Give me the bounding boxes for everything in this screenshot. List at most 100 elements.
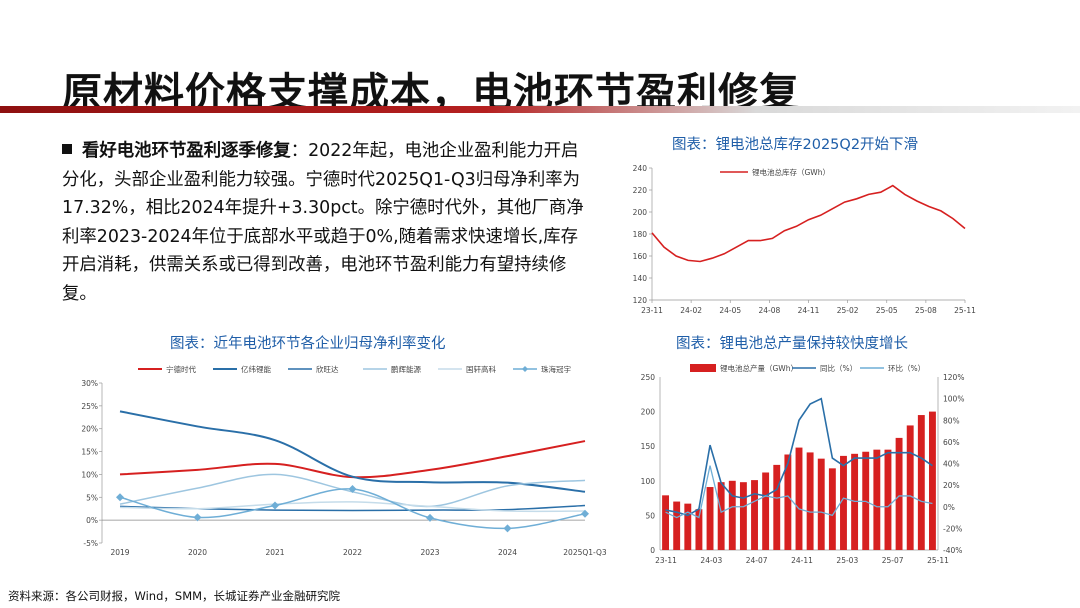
y-tick-label: 5%: [86, 493, 98, 502]
output-bar: [717, 482, 725, 550]
x-tick-label: 2020: [188, 548, 207, 557]
y-tick-label: -5%: [83, 539, 98, 548]
y-tick-label: 140: [633, 274, 648, 283]
series-marker: [348, 485, 357, 494]
legend-label: 锂电池总产量（GWh）: [720, 363, 798, 373]
inventory-line: [651, 184, 966, 263]
legend-bar-swatch: [690, 364, 716, 372]
y-tick-label-left: 250: [641, 373, 656, 382]
output-bar: [928, 411, 936, 550]
legend-label: 宁德时代: [166, 364, 196, 374]
series-line-宁德时代: [119, 440, 586, 479]
y-tick-label-right: -20%: [943, 524, 962, 533]
output-bar: [884, 449, 892, 550]
series-line-欣旺达: [119, 504, 586, 512]
y-tick-label-right: 120%: [943, 373, 964, 382]
y-tick-label: 180: [633, 230, 648, 239]
y-tick-label: 15%: [81, 448, 98, 457]
x-tick-label: 2022: [343, 548, 362, 557]
y-tick-label-left: 150: [641, 442, 656, 451]
bullet-paragraph: 看好电池环节盈利逐季修复：2022年起，电池企业盈利能力开启分化，头部企业盈利能…: [62, 137, 594, 308]
legend-label: 国轩高科: [466, 364, 496, 374]
yoy-line: [665, 397, 933, 517]
legend-label: 同比（%）: [820, 363, 857, 373]
y-tick-label: 10%: [81, 470, 98, 479]
series-marker: [116, 493, 124, 502]
x-tick-label: 2019: [110, 548, 129, 557]
output-bar: [784, 454, 792, 550]
series-marker: [271, 501, 279, 510]
series-marker: [581, 509, 589, 518]
inventory-chart: 120 140 160 180 200 220 240 23-11 24-02 24-05 24-0…: [633, 164, 976, 315]
legend-label: 珠海冠宇: [541, 364, 571, 374]
x-tick-label: 2025Q1-Q3: [563, 548, 607, 557]
y-tick-label-left: 100: [641, 477, 656, 486]
mom-line: [665, 465, 933, 519]
output-bar: [895, 437, 903, 550]
y-tick-label-left: 200: [641, 408, 656, 417]
output-bar: [762, 472, 770, 550]
bullet-square-icon: [62, 144, 72, 154]
x-tick-label: 24-03: [700, 556, 722, 565]
x-tick-label: 25-05: [876, 306, 898, 315]
y-tick-label-right: 20%: [943, 481, 960, 490]
legend-marker: [522, 366, 528, 372]
y-tick-label: 220: [633, 186, 648, 195]
y-tick-label: 25%: [81, 402, 98, 411]
y-tick-label-right: 100%: [943, 395, 964, 404]
x-tick-label: 25-07: [882, 556, 904, 565]
y-tick-label: 20%: [81, 425, 98, 434]
y-tick-label-right: 60%: [943, 438, 960, 447]
legend-label: 锂电池总库存（GWh）: [752, 167, 830, 177]
y-tick-label-left: 50: [645, 511, 655, 520]
legend-label: 环比（%）: [888, 363, 925, 373]
y-tick-label: 30%: [81, 379, 98, 388]
x-tick-label: 24-08: [758, 306, 780, 315]
series-marker: [503, 524, 512, 533]
margin-chart-caption: 图表：近年电池环节各企业归母净利率变化: [170, 336, 446, 352]
x-tick-label: 2024: [498, 548, 517, 557]
output-bar: [828, 468, 836, 550]
y-tick-label-right: 40%: [943, 460, 960, 469]
output-bar: [917, 415, 925, 550]
y-tick-label: 240: [633, 164, 648, 173]
bullet-heading: 看好电池环节盈利逐季修复: [82, 141, 291, 161]
series-line-国轩高科: [119, 501, 586, 513]
inventory-chart-caption: 图表：锂电池总库存2025Q2开始下滑: [672, 137, 919, 153]
legend-label: 欣旺达: [316, 364, 339, 374]
series-line-亿纬锂能: [119, 410, 586, 493]
output-bar: [906, 425, 914, 550]
output-bar: [706, 487, 714, 550]
output-bar: [695, 509, 703, 550]
legend-label: 鹏辉能源: [391, 364, 421, 374]
bullet-colon: ：: [290, 141, 309, 161]
bullet-body: 2022年起，电池企业盈利能力开启分化，头部企业盈利能力较强。宁德时代2025Q…: [62, 141, 584, 304]
output-chart: 0 50 100 150 200 250 -40% -20% 0% 20% 40% 60% 80% 100…: [641, 363, 965, 565]
x-tick-label: 24-11: [791, 556, 813, 565]
y-tick-label-right: -40%: [943, 546, 962, 555]
legend-label: 亿纬锂能: [241, 364, 271, 374]
x-tick-label: 25-03: [836, 556, 858, 565]
x-tick-label: 25-08: [915, 306, 937, 315]
output-bar: [673, 501, 681, 550]
x-tick-label: 24-05: [719, 306, 741, 315]
output-chart-caption: 图表：锂电池总产量保持较快度增长: [676, 336, 908, 352]
output-bar: [817, 458, 825, 550]
output-bar: [751, 480, 758, 550]
output-bar: [840, 455, 847, 550]
x-tick-label: 2023: [420, 548, 439, 557]
output-bar: [773, 464, 781, 550]
x-tick-label: 23-11: [655, 556, 677, 565]
margin-chart: -5% 0% 5% 10% 15% 20% 25% 30% 2019 2020 2021 2022 20…: [81, 364, 607, 557]
x-tick-label: 25-11: [927, 556, 949, 565]
x-tick-label: 2021: [265, 548, 284, 557]
y-tick-label-right: 80%: [943, 416, 960, 425]
y-tick-label: 120: [633, 296, 648, 305]
x-tick-label: 23-11: [641, 306, 663, 315]
output-bar: [662, 495, 670, 550]
output-bar: [873, 449, 881, 550]
x-tick-label: 24-07: [746, 556, 768, 565]
x-tick-label: 25-11: [954, 306, 976, 315]
x-tick-label: 24-02: [680, 306, 702, 315]
y-tick-label-right: 0%: [943, 503, 955, 512]
